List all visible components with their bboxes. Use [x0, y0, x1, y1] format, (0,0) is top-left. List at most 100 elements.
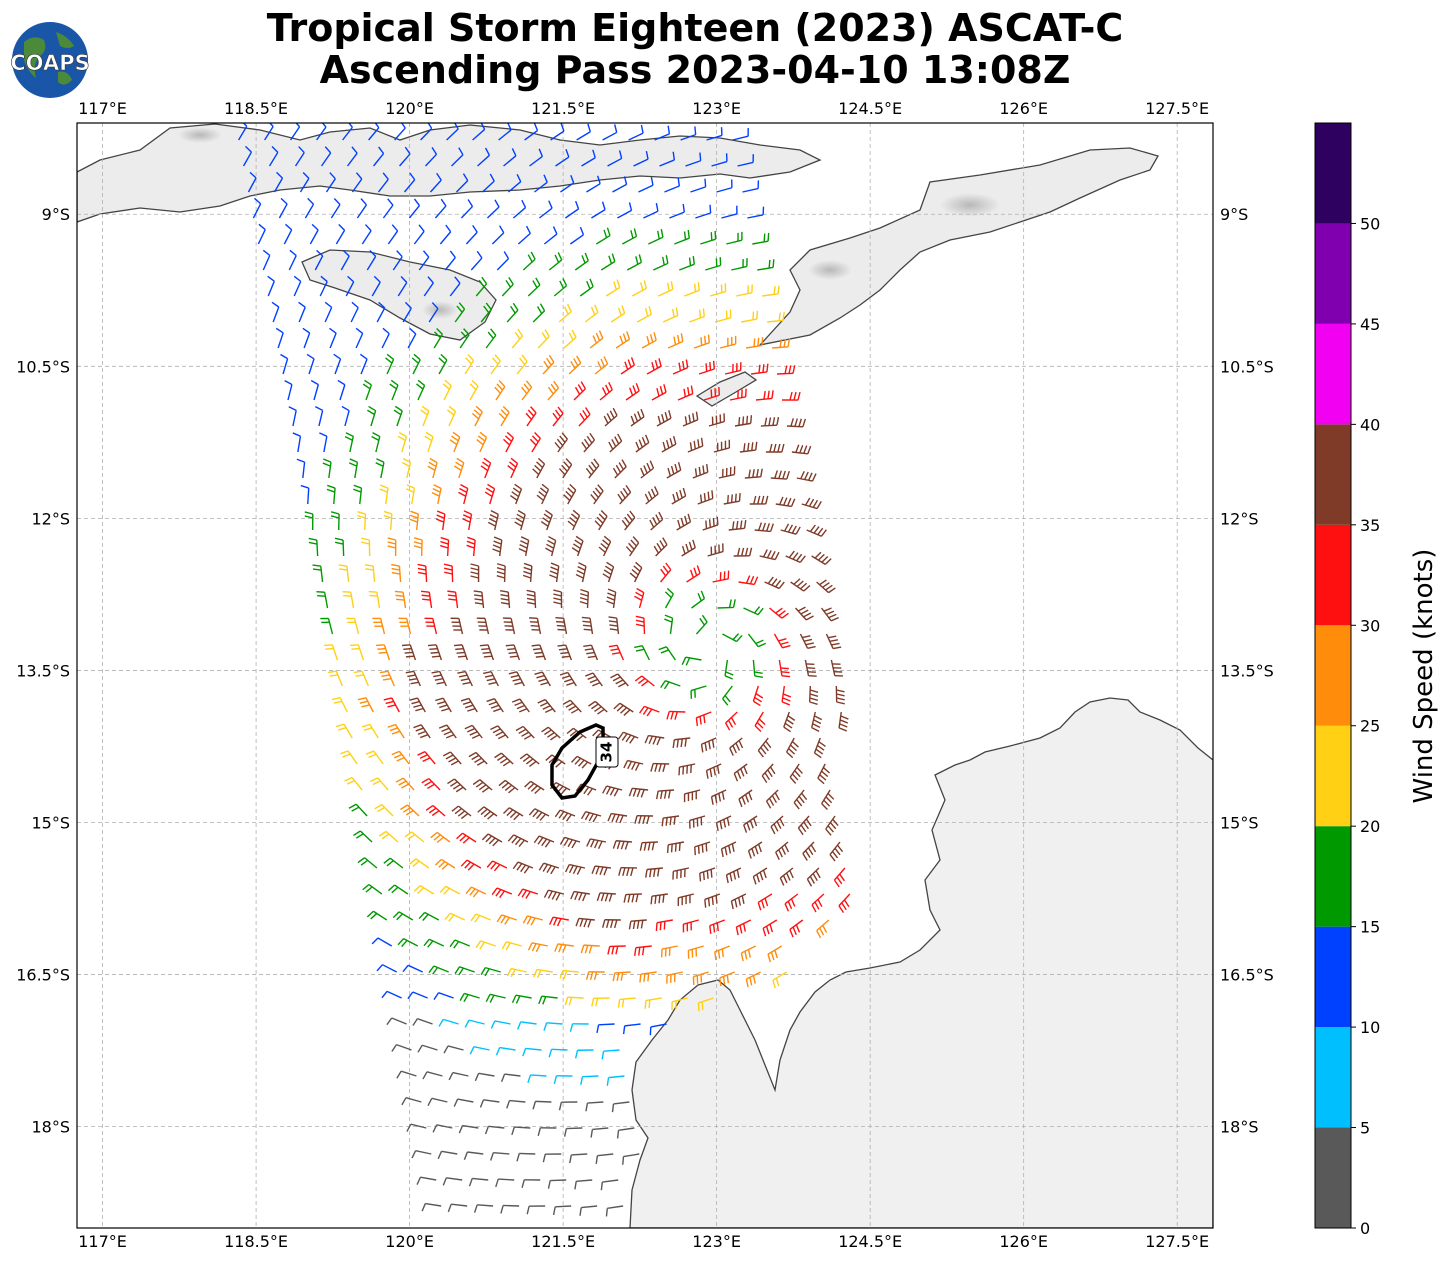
relief-sumba — [422, 301, 458, 319]
wind-barb-540 — [456, 832, 477, 844]
wind-barb-583 — [596, 892, 616, 902]
wind-barb-112 — [574, 252, 589, 271]
wind-barb-326 — [466, 536, 476, 557]
wind-barb-460 — [335, 723, 353, 739]
wind-barb-132 — [579, 278, 594, 297]
axis-tick-labels: 117°E 117°E 118.5°E 118.5°E 120°E 120°E 121.5°… — [16, 99, 1274, 1251]
wind-barb-400 — [324, 644, 339, 661]
wind-barb-103 — [340, 249, 350, 271]
wind-barb-93 — [595, 227, 611, 245]
wind-barb-442 — [383, 697, 400, 713]
wind-barb-438 — [808, 685, 819, 705]
wind-barb-361 — [342, 590, 355, 609]
wind-barb-697 — [484, 1125, 505, 1135]
wind-barb-210 — [547, 380, 560, 401]
wind-barb-231 — [578, 407, 591, 427]
wind-barb-97 — [700, 230, 717, 245]
wind-barb-420 — [328, 670, 343, 687]
wind-barb-234 — [656, 410, 672, 427]
wind-barb-107 — [444, 250, 456, 271]
wind-barb-153 — [610, 305, 626, 323]
colorbar-tick-7: 35 — [1360, 516, 1380, 535]
wind-barb-597 — [470, 913, 492, 923]
wind-barb-638 — [666, 971, 683, 984]
wind-barb-517 — [348, 803, 368, 817]
wind-barb-159 — [767, 312, 785, 323]
wind-barb-148 — [480, 302, 492, 323]
wind-barb-649 — [538, 995, 558, 1005]
wind-barb-233 — [630, 408, 645, 427]
lon-tick-bottom-7: 127.5°E — [1145, 1232, 1209, 1251]
wind-barb-154 — [636, 306, 652, 323]
wind-barb-514 — [765, 789, 780, 809]
wind-barb-651 — [591, 997, 610, 1007]
wind-barb-283 — [379, 484, 389, 505]
wind-barb-465 — [464, 724, 483, 739]
wind-barb-205 — [416, 379, 426, 401]
wind-barb-211 — [573, 381, 586, 401]
wind-barb-474 — [700, 737, 717, 753]
wind-barb-261 — [322, 458, 332, 479]
wind-barb-183 — [359, 353, 368, 375]
wind-barb-555 — [357, 857, 378, 869]
wind-barb-270 — [558, 458, 573, 479]
wind-barb-271 — [585, 458, 600, 479]
wind-barb-33 — [581, 149, 596, 167]
wind-barb-242 — [344, 432, 354, 453]
wind-barb-2 — [290, 123, 301, 141]
wind-barb-550 — [720, 841, 737, 858]
colorbar-bin-8 — [1315, 323, 1351, 425]
wind-barb-448 — [537, 698, 556, 713]
wind-barb-3 — [316, 123, 327, 141]
wind-barb-570 — [752, 867, 768, 885]
wind-barb-266 — [453, 457, 465, 479]
wind-barb-503 — [472, 779, 493, 793]
wind-barb-85 — [387, 224, 399, 245]
wind-barb-61 — [278, 197, 288, 219]
wind-barb-278 — [770, 470, 790, 480]
wind-barb-83 — [335, 223, 346, 245]
wind-barb-444 — [435, 697, 452, 713]
wind-barb-702 — [616, 1127, 635, 1139]
wind-barb-551 — [747, 841, 763, 859]
wind-barb-56 — [664, 177, 681, 193]
wind-barb-86 — [413, 224, 425, 245]
wind-barb-320 — [308, 537, 319, 557]
wind-barb-421 — [353, 670, 369, 687]
wind-barb-181 — [306, 353, 315, 375]
wind-barb-715 — [495, 1178, 515, 1188]
wind-barb-208 — [494, 380, 506, 401]
wind-barb-15 — [628, 124, 644, 141]
wind-barb-644 — [407, 991, 428, 1000]
wind-barb-634 — [559, 969, 579, 979]
wind-barb-477 — [786, 737, 799, 759]
wind-barb-520 — [425, 804, 446, 817]
wind-barb-584 — [623, 893, 642, 903]
wind-barb-573 — [833, 867, 846, 888]
wind-barb-661 — [516, 1021, 537, 1030]
wind-barbs — [237, 123, 851, 1217]
wind-barb-389 — [555, 616, 568, 635]
wind-barb-156 — [688, 308, 705, 323]
wind-barb-296 — [723, 492, 741, 505]
lat-tick-left-5: 16.5°S — [16, 966, 70, 985]
wind-barb-245 — [424, 431, 434, 453]
wind-barb-344 — [417, 563, 428, 583]
wind-barb-199 — [777, 365, 796, 375]
wind-barb-138 — [736, 284, 753, 297]
wind-barb-172 — [589, 330, 604, 349]
wind-barb-463 — [413, 724, 431, 739]
wind-barb-130 — [527, 277, 541, 297]
wind-barb-134 — [631, 280, 647, 297]
lon-tick-bottom-2: 120°E — [385, 1232, 434, 1251]
wind-barb-380 — [320, 617, 334, 635]
wind-barb-170 — [537, 329, 550, 349]
wind-barb-718 — [574, 1179, 593, 1190]
wind-barb-619 — [580, 944, 600, 954]
wind-barb-521 — [451, 805, 472, 820]
wind-barb-610 — [816, 919, 830, 939]
wind-barb-247 — [476, 431, 488, 453]
wind-barb-356 — [738, 575, 759, 586]
wind-barb-687 — [453, 1098, 474, 1107]
wind-barb-279 — [796, 470, 817, 482]
